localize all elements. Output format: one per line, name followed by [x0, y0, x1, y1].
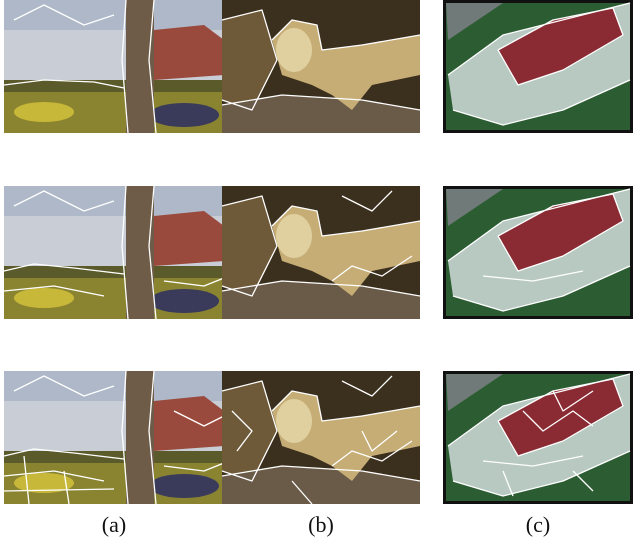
image-grid	[3, 0, 633, 505]
image	[221, 371, 421, 505]
image	[3, 185, 225, 320]
caption: (b)	[308, 512, 334, 537]
image	[443, 371, 633, 504]
image	[221, 186, 421, 319]
caption: (a)	[102, 512, 126, 537]
image	[221, 0, 421, 133]
image	[443, 0, 633, 133]
image	[3, 370, 225, 505]
image	[3, 0, 224, 134]
image	[443, 186, 633, 319]
caption: (c)	[526, 512, 550, 537]
